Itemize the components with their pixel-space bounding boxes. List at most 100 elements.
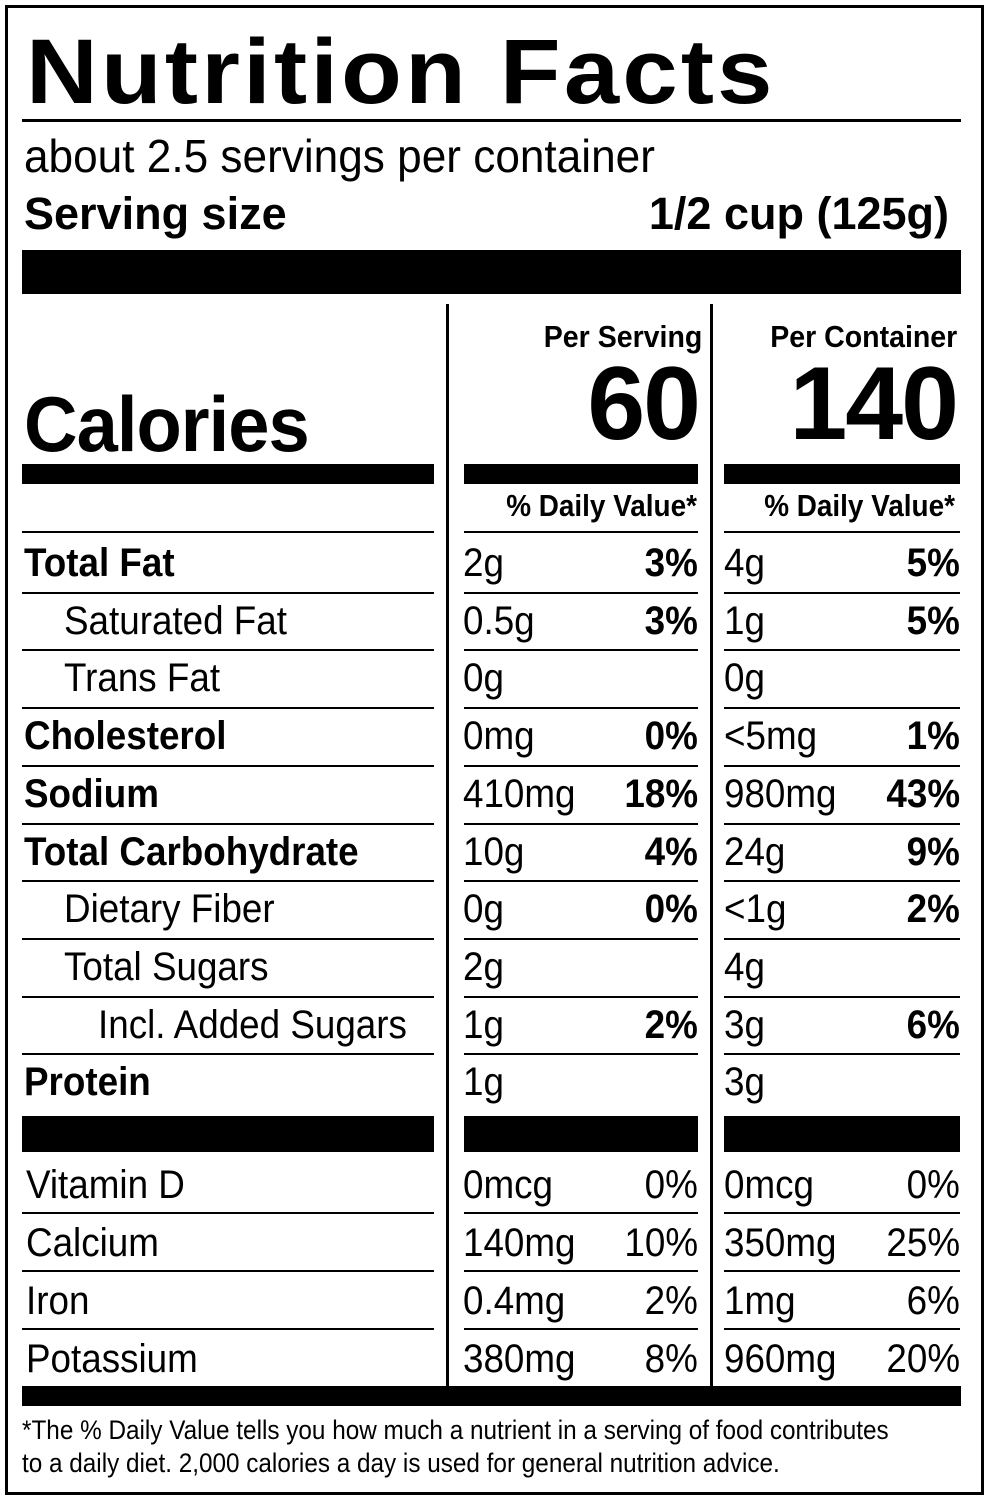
nutrient-divider [724, 649, 960, 651]
serving-thick-bar [22, 250, 961, 294]
vitamin-divider [464, 1212, 698, 1214]
footnote-line-1: *The % Daily Value tells you how much a … [22, 1415, 889, 1445]
nutrient-divider [464, 765, 698, 767]
serving-daily-value: 10% [624, 1221, 698, 1265]
vitamin-bar-serving [464, 1116, 698, 1152]
container-daily-value: 5% [906, 541, 960, 585]
nutrient-name: Trans Fat [64, 656, 221, 700]
vitamin-name: Iron [26, 1279, 90, 1323]
calories-bar-serving [464, 464, 698, 484]
container-amount: 3g [724, 1060, 765, 1104]
vitamin-divider [22, 1212, 434, 1214]
vitamin-name: Potassium [26, 1337, 198, 1381]
nutrient-divider [22, 649, 434, 651]
serving-amount: 0.4mg [463, 1279, 566, 1323]
container-amount: 4g [724, 945, 765, 989]
nutrient-divider [22, 1053, 434, 1055]
serving-amount: 1g [463, 1060, 504, 1104]
nutrient-divider [724, 531, 960, 533]
nutrient-divider [22, 996, 434, 998]
serving-daily-value: 8% [644, 1337, 698, 1381]
container-daily-value: 25% [886, 1221, 960, 1265]
container-daily-value: 43% [886, 772, 960, 816]
container-amount: <5mg [724, 714, 818, 758]
vitamin-name: Vitamin D [26, 1163, 185, 1207]
serving-daily-value: 0% [644, 714, 698, 758]
nutrient-name: Incl. Added Sugars [98, 1003, 407, 1047]
nutrient-name: Sodium [24, 772, 159, 816]
serving-amount: 2g [463, 945, 504, 989]
serving-daily-value: 0% [644, 887, 698, 931]
per-container-header: Per Container [769, 319, 957, 354]
nutrient-divider [464, 531, 698, 533]
vitamin-name: Calcium [26, 1221, 159, 1265]
vitamin-divider [724, 1328, 960, 1330]
serving-daily-value: 2% [644, 1003, 698, 1047]
container-amount: 350mg [724, 1221, 837, 1265]
column-divider-right [710, 304, 713, 1386]
nutrition-label [5, 5, 984, 1495]
vitamin-divider [464, 1328, 698, 1330]
nutrient-divider [22, 592, 434, 594]
serving-daily-value: 18% [624, 772, 698, 816]
container-daily-value: 5% [906, 599, 960, 643]
serving-amount: 0g [463, 887, 504, 931]
serving-daily-value: 0% [644, 1163, 698, 1207]
vitamin-divider [464, 1270, 698, 1272]
nutrient-name: Dietary Fiber [64, 887, 275, 931]
serving-size-label: Serving size [24, 188, 287, 239]
serving-amount: 10g [463, 830, 525, 874]
serving-amount: 0g [463, 656, 504, 700]
footnote-bar [22, 1386, 961, 1406]
container-daily-value: 6% [906, 1003, 960, 1047]
dv-header-container: % Daily Value* [764, 488, 955, 523]
nutrient-divider [22, 823, 434, 825]
container-amount: 4g [724, 541, 765, 585]
dv-header-serving: % Daily Value* [506, 488, 697, 523]
nutrient-divider [464, 1053, 698, 1055]
container-daily-value: 9% [906, 830, 960, 874]
calories-bar-name [22, 464, 434, 484]
nutrient-divider [464, 649, 698, 651]
title-divider [22, 119, 961, 122]
container-amount: 1mg [724, 1279, 796, 1323]
serving-daily-value: 4% [644, 830, 698, 874]
container-daily-value: 0% [906, 1163, 960, 1207]
calories-per-container: 140 [789, 346, 959, 462]
vitamin-bar-name [22, 1116, 434, 1152]
nutrient-divider [464, 938, 698, 940]
serving-amount: 380mg [463, 1337, 576, 1381]
vitamin-divider [724, 1270, 960, 1272]
nutrient-divider [464, 592, 698, 594]
nutrient-divider [22, 531, 434, 533]
container-amount: 960mg [724, 1337, 837, 1381]
container-amount: 0mcg [724, 1163, 814, 1207]
serving-size-value: 1/2 cup (125g) [648, 188, 949, 239]
serving-amount: 2g [463, 541, 504, 585]
vitamin-divider [724, 1212, 960, 1214]
serving-amount: 0.5g [463, 599, 535, 643]
nutrient-divider [22, 880, 434, 882]
per-serving-header: Per Serving [543, 319, 702, 354]
nutrient-name: Saturated Fat [64, 599, 287, 643]
nutrient-divider [724, 880, 960, 882]
nutrient-divider [724, 996, 960, 998]
serving-daily-value: 3% [644, 599, 698, 643]
nutrient-divider [724, 707, 960, 709]
serving-daily-value: 2% [644, 1279, 698, 1323]
container-amount: 24g [724, 830, 786, 874]
nutrient-divider [724, 765, 960, 767]
vitamin-divider [22, 1328, 434, 1330]
nutrient-divider [724, 1053, 960, 1055]
nutrient-name: Protein [24, 1060, 151, 1104]
serving-amount: 410mg [463, 772, 576, 816]
nutrient-divider [464, 996, 698, 998]
container-amount: 3g [724, 1003, 765, 1047]
serving-daily-value: 3% [644, 541, 698, 585]
container-daily-value: 2% [906, 887, 960, 931]
serving-amount: 0mcg [463, 1163, 553, 1207]
serving-amount: 140mg [463, 1221, 576, 1265]
nutrient-name: Total Carbohydrate [24, 830, 359, 874]
nutrient-divider [724, 823, 960, 825]
serving-amount: 0mg [463, 714, 535, 758]
